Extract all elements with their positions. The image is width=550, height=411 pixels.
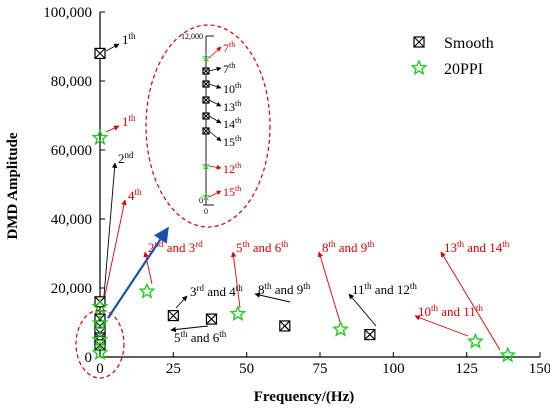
annotation-label: 5th and 6th bbox=[174, 329, 227, 345]
smooth-point bbox=[94, 47, 106, 60]
20ppi-point bbox=[467, 332, 484, 349]
inset-arrow bbox=[208, 164, 222, 170]
20ppi-point bbox=[201, 192, 211, 201]
annotation-arrow bbox=[103, 162, 118, 297]
smooth-point bbox=[202, 96, 210, 104]
x-tick-label: 0 bbox=[96, 361, 104, 377]
y-tick-label: 40,000 bbox=[51, 212, 92, 228]
data-markers bbox=[91, 47, 517, 363]
legend-smooth-label: Smooth bbox=[444, 35, 494, 52]
annotation-label: 3rd and 4th bbox=[190, 283, 243, 299]
y-tick-label: 60,000 bbox=[51, 143, 92, 159]
smooth-point bbox=[202, 67, 210, 75]
smooth-point bbox=[202, 112, 210, 120]
inset-label: 15th bbox=[223, 134, 241, 149]
annotation-arrow bbox=[143, 251, 153, 285]
annotation-label: 11th and 12th bbox=[352, 281, 417, 297]
inset-arrow bbox=[208, 66, 222, 72]
20ppi-point bbox=[91, 298, 109, 315]
inset-ellipse bbox=[145, 24, 271, 228]
x-tick-label: 50 bbox=[239, 361, 254, 377]
annotation-arrow bbox=[175, 295, 188, 309]
20ppi-point bbox=[229, 305, 247, 322]
x-axis-label: Frequency/(Hz) bbox=[254, 389, 355, 405]
legend-20ppi-label: 20PPI bbox=[444, 61, 483, 78]
inset-connector-arrow bbox=[107, 226, 169, 319]
inset-label: 15th bbox=[223, 184, 241, 199]
annotation-arrow bbox=[230, 251, 241, 309]
annotation-label: 5th and 6th bbox=[236, 239, 289, 255]
y-tick-label: 80,000 bbox=[51, 74, 92, 90]
20ppi-point bbox=[91, 344, 109, 361]
inset-label: 12th bbox=[223, 161, 241, 176]
inset-y-max-label: 12,000 bbox=[181, 32, 203, 41]
annotation-arrow bbox=[414, 315, 469, 337]
legend-smooth-marker-icon bbox=[413, 36, 425, 48]
inset-arrow bbox=[208, 130, 222, 142]
x-tick-label: 125 bbox=[455, 361, 478, 377]
annotation-arrow bbox=[254, 292, 291, 303]
annotation-arrow bbox=[105, 125, 120, 133]
20ppi-point bbox=[91, 129, 109, 146]
y-axis-label: DMD Amplitude bbox=[5, 132, 21, 239]
y-tick-label: 20,000 bbox=[51, 281, 92, 297]
annotation-label: 1th bbox=[122, 113, 136, 129]
20ppi-point bbox=[201, 53, 211, 62]
x-tick-label: 150 bbox=[529, 361, 550, 377]
smooth-point bbox=[167, 310, 179, 322]
y-tick-label: 0 bbox=[85, 350, 93, 366]
inset-arrow bbox=[208, 99, 222, 107]
smooth-point bbox=[202, 127, 210, 135]
annotation-label: 8th and 9th bbox=[258, 281, 311, 297]
x-tick-label: 100 bbox=[382, 361, 405, 377]
20ppi-point bbox=[332, 320, 349, 337]
annotation-label: 2nd bbox=[118, 150, 134, 166]
annotation-arrow bbox=[440, 251, 501, 351]
annotation-label: 2nd and 3rd bbox=[148, 239, 203, 255]
20ppi-point bbox=[91, 330, 109, 348]
inset-x-label: 0 bbox=[204, 207, 208, 216]
inset-y-min-label: 0 bbox=[199, 196, 203, 205]
inset-label: 13th bbox=[223, 99, 241, 114]
legend-20ppi-star-icon bbox=[410, 59, 428, 76]
annotation-arrow bbox=[348, 293, 377, 327]
y-tick-label: 100,000 bbox=[43, 5, 92, 21]
annotation-arrow bbox=[105, 43, 120, 52]
annotation-label: 4th bbox=[128, 187, 142, 203]
x-tick-label: 75 bbox=[313, 361, 328, 377]
zoom-region-ellipse bbox=[75, 309, 125, 379]
inset-label: 14th bbox=[223, 116, 241, 131]
annotations: 1th 1th 2nd 4th 2nd and 3rd 3rd and 4th 5th an… bbox=[103, 31, 510, 351]
legend: Smooth 20PPI bbox=[410, 35, 494, 78]
inset-arrow bbox=[208, 46, 222, 59]
smooth-point bbox=[364, 328, 376, 341]
annotation-arrow bbox=[317, 251, 341, 323]
smooth-point bbox=[202, 80, 210, 88]
annotation-arrow bbox=[170, 325, 209, 333]
20ppi-point bbox=[91, 314, 109, 331]
inset-plot: 12,000 00 7th 7th 10th 13th 14th 15th 12th 15th bbox=[181, 32, 241, 216]
annotation-label: 8th and 9th bbox=[322, 239, 375, 255]
inset-arrow bbox=[208, 115, 222, 124]
inset-label: 7th bbox=[223, 61, 235, 76]
annotation-label: 1th bbox=[122, 31, 136, 47]
annotation-arrow bbox=[103, 199, 127, 301]
smooth-point bbox=[205, 313, 218, 325]
20ppi-point bbox=[138, 282, 156, 299]
inset-label: 10th bbox=[223, 81, 241, 96]
20ppi-point bbox=[201, 161, 211, 170]
smooth-point bbox=[279, 320, 291, 332]
annotation-label: 10th and 11th bbox=[418, 303, 483, 319]
x-tick-label: 25 bbox=[166, 361, 181, 377]
inset-arrow bbox=[208, 190, 222, 198]
inset-arrow bbox=[208, 83, 222, 89]
axis-ticks: 0 25 50 75 100 125 150 0 20,000 40,000 60,000 80,00… bbox=[43, 5, 550, 377]
inset-label: 7th bbox=[223, 40, 235, 55]
20ppi-point bbox=[499, 346, 517, 363]
annotation-label: 13th and 14th bbox=[444, 239, 510, 255]
